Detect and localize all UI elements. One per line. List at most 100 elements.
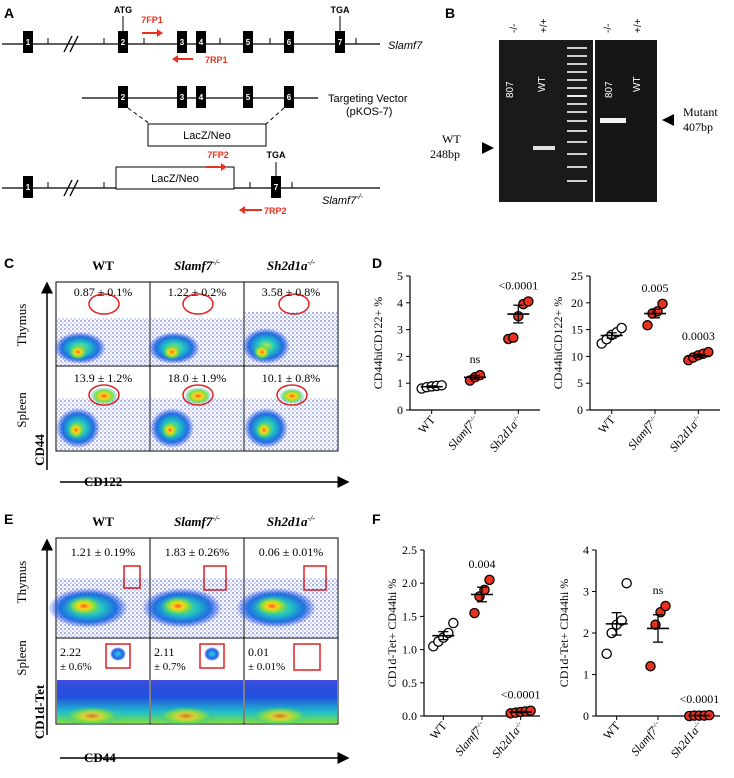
svg-text:0.06 ± 0.01%: 0.06 ± 0.01% [259,545,324,559]
y-tick-label: 3 [397,323,403,337]
gate-ellipse [182,293,214,315]
col-header-wt: WT [92,258,114,273]
p-value-annotation: 0.0003 [682,329,715,343]
row-label-spleen: Spleen [14,640,29,676]
exon-2: 2 [118,31,128,53]
y-axis-label-cd44: CD44 [32,434,47,466]
y-tick-label: 20 [571,296,583,310]
y-axis-label: CD1d-Tet+ CD44hi % [557,579,571,688]
y-tick-label: 4 [397,296,403,310]
p-value-annotation: 0.005 [642,281,669,295]
svg-text:7: 7 [338,38,343,47]
x-axis-label-cd44: CD44 [84,750,116,765]
break-mark [69,35,79,53]
x-tick-label: Slamf7-/- [625,412,662,452]
flow-plot-c-sh2d1a-spleen: 10.1 ± 0.8% [243,365,339,452]
panel-label-b: B [445,5,455,21]
exon-5: 5 [243,31,253,53]
svg-text:4: 4 [199,38,204,47]
y-tick-label: 4 [583,543,589,557]
y-tick-label: 0.5 [402,676,417,690]
wt-band-pointer [482,142,494,154]
y-tick-label: 2.5 [402,543,417,557]
y-tick-label: 1 [397,376,403,390]
tga-label-bottom: TGA [267,150,286,160]
atg-label: ATG [114,5,132,15]
data-point [448,617,459,629]
wt-band-label: WT [442,132,461,146]
primer-7fp2-label: 7FP2 [207,150,229,160]
y-tick-label: 5 [577,376,583,390]
gate-ellipse [278,293,310,315]
p-value-annotation: <0.0001 [679,692,719,706]
gate-rect [203,565,227,591]
x-tick-label: Sh2d1a-/- [667,412,706,454]
data-point [616,322,627,334]
gate-ellipse [276,384,308,406]
lane-wt2: +/+ [633,18,644,33]
svg-text:2: 2 [121,38,126,47]
svg-text:2: 2 [121,93,126,102]
vector-exon-4: 4 [196,86,206,108]
x-tick-label: WT [595,412,618,436]
panel-label-f: F [372,511,381,527]
x-tick-label: Sh2d1a-/- [489,718,528,760]
knockout-allele: 1 LacZ/Neo 7 TGA 7FP2 7RP2 Slamf7-/- [2,150,380,216]
svg-text:5: 5 [246,93,251,102]
data-point [606,627,617,639]
panel-label-e: E [4,511,13,527]
y-tick-label: 5 [397,269,403,283]
flow-plot-e-wt-thymus: 1.21 ± 0.19% [48,537,151,639]
data-point [601,648,612,660]
svg-text:3: 3 [180,38,185,47]
gene-label-slamf7: Slamf7 [388,40,423,52]
svg-text:6: 6 [287,93,292,102]
data-point [436,380,447,391]
gate-rect [293,643,321,671]
svg-text:± 0.7%: ± 0.7% [154,661,186,673]
p-value-annotation: <0.0001 [501,688,541,702]
p-value-annotation: ns [470,352,481,366]
gate-ellipse [88,384,120,406]
gel-wt-1: WT [537,76,548,92]
flow-plot-c-sh2d1a-thymus: 3.58 ± 0.8% [242,281,339,367]
data-point [703,346,714,358]
y-tick-label: 0 [583,709,589,723]
svg-text:1.21 ± 0.19%: 1.21 ± 0.19% [71,545,136,559]
gene-label-ko: Slamf7-/- [322,194,364,207]
data-point [645,660,656,672]
col-header-slamf7: Slamf7-/- [174,258,220,273]
mutant-band-size: 407bp [683,120,713,134]
wt-band-248bp [533,146,555,150]
mutant-band-407bp [600,118,626,123]
svg-text:± 0.01%: ± 0.01% [248,661,285,673]
svg-text:4: 4 [199,93,204,102]
svg-text:1: 1 [26,38,31,47]
svg-text:2.22: 2.22 [60,645,81,659]
lacz-neo-cassette-ko [115,166,235,190]
svg-text:5: 5 [246,38,251,47]
data-point [469,607,480,619]
svg-text:LacZ/Neo: LacZ/Neo [151,173,199,185]
slamf7-genomic-locus: 1 2 3 4 5 6 7 ATG TGA 7FP1 7RP1 Slamf7 [2,5,423,65]
y-axis-label-cd1d-tet: CD1d-Tet [32,684,47,739]
y-tick-label: 2 [397,349,403,363]
col-header-slamf7: Slamf7-/- [174,514,220,529]
data-point [484,574,495,586]
vector-exon-5: 5 [243,86,253,108]
svg-text:0.87 ± 0.1%: 0.87 ± 0.1% [74,285,133,299]
vector-exon-2: 2 [118,86,128,108]
x-tick-label: Slamf7-/- [452,718,489,758]
y-tick-label: 10 [571,349,583,363]
svg-text:LacZ/Neo: LacZ/Neo [183,130,231,142]
tga-label-top: TGA [331,5,350,15]
data-point [508,332,519,343]
panel-b: B -/- +/+ -/- +/+ 807 WT 807 WT WT 248bp… [430,5,718,202]
row-label-thymus: Thymus [14,561,29,604]
x-tick-label: Sh2d1a-/- [487,412,526,454]
svg-text:3: 3 [180,93,185,102]
svg-text:3.58 ± 0.8%: 3.58 ± 0.8% [262,285,321,299]
col-header-sh2d1a: Sh2d1a-/- [267,258,315,273]
p-value-annotation: <0.0001 [498,278,538,292]
